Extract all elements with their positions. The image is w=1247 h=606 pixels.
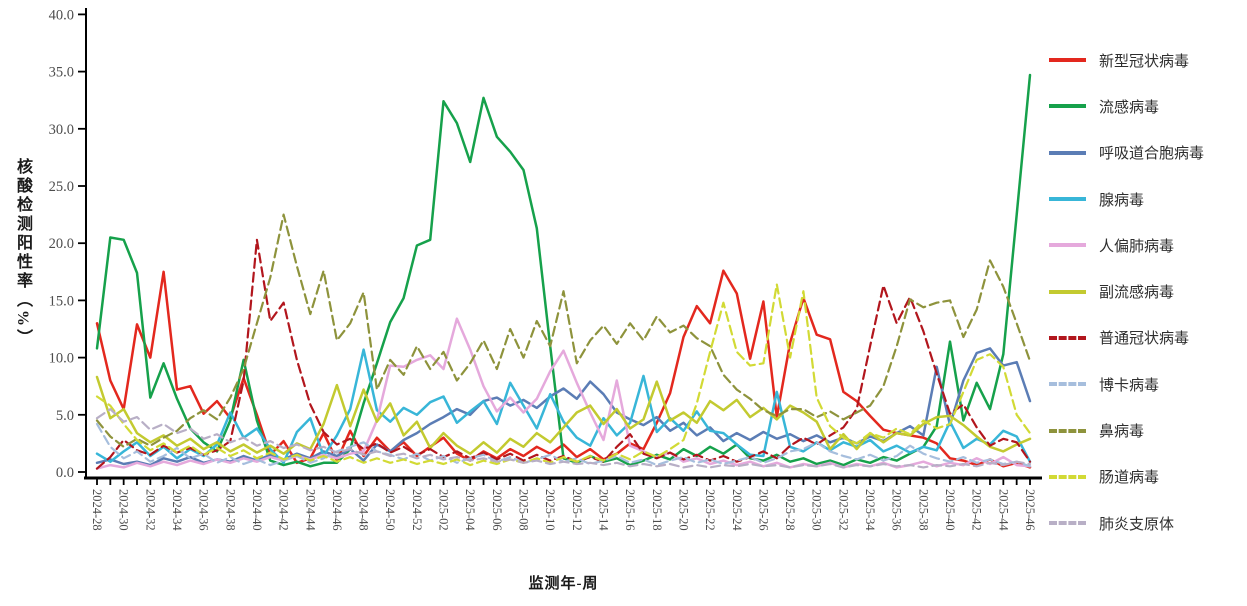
x-tick-label: 2025-44 — [996, 489, 1010, 531]
y-tick-label: 0.0 — [56, 465, 74, 481]
legend-item-2: 呼吸道合胞病毒 — [1049, 130, 1245, 176]
x-tick-label: 2025-02 — [437, 489, 451, 531]
x-tick-label: 2024-38 — [223, 489, 237, 531]
series-line-3 — [95, 348, 1032, 465]
series-line-5 — [95, 375, 1032, 455]
legend-item-9: 肠道病毒 — [1049, 454, 1245, 500]
x-tick-label: 2025-38 — [916, 489, 930, 531]
y-tick-label: 40.0 — [49, 7, 74, 23]
legend-label-0: 新型冠状病毒 — [1099, 53, 1190, 70]
x-tick-label: 2025-28 — [783, 489, 797, 531]
legend-swatch-6 — [1049, 335, 1086, 340]
legend-item-7: 博卡病毒 — [1049, 361, 1245, 407]
x-tick-label: 2024-34 — [170, 489, 184, 531]
x-tick-label: 2025-18 — [650, 489, 664, 531]
legend-swatch-8 — [1049, 428, 1086, 433]
x-tick-label: 2025-06 — [490, 489, 504, 531]
x-tick-label: 2025-30 — [810, 489, 824, 531]
y-tick-label: 15.0 — [49, 293, 74, 309]
legend: 新型冠状病毒 流感病毒呼吸道合胞病毒 腺病毒人偏肺病毒副流感病毒普通冠状病毒 博卡病毒… — [1049, 37, 1245, 546]
legend-label-9: 肠道病毒 — [1099, 470, 1160, 487]
x-tick-label: 2025-22 — [703, 489, 717, 531]
x-tick-label: 2024-40 — [250, 489, 264, 531]
x-tick-label: 2025-10 — [543, 489, 557, 531]
x-tick-label: 2025-08 — [517, 489, 531, 531]
x-tick-label: 2024-30 — [117, 489, 131, 531]
legend-swatch-2 — [1049, 150, 1086, 155]
series-line-10 — [95, 408, 1032, 469]
legend-swatch-9 — [1049, 474, 1086, 479]
x-tick-label: 2025-34 — [863, 489, 877, 531]
legend-swatch-0 — [1049, 58, 1086, 63]
x-tick-label: 2025-04 — [463, 489, 477, 531]
legend-label-7: 博卡病毒 — [1099, 377, 1160, 394]
x-tick-label: 2025-20 — [676, 489, 690, 531]
x-tick-label: 2025-40 — [943, 489, 957, 531]
x-tick-label: 2025-32 — [836, 489, 850, 531]
legend-item-10: 肺炎支原体 — [1049, 500, 1245, 546]
series-line-9 — [95, 283, 1032, 467]
y-axis-title: 核酸检测阳性率（%） — [14, 158, 31, 348]
x-tick-label: 2025-14 — [596, 489, 610, 531]
x-tick-label: 2025-36 — [890, 489, 904, 531]
x-tick-label: 2025-46 — [1023, 489, 1037, 531]
x-tick-label: 2025-12 — [570, 489, 584, 531]
series-line-6 — [95, 238, 1032, 470]
legend-label-1: 流感病毒 — [1099, 99, 1160, 116]
legend-item-5: 副流感病毒 — [1049, 268, 1245, 314]
x-tick-label: 2024-48 — [357, 489, 371, 531]
legend-label-3: 腺病毒 — [1099, 192, 1145, 209]
series-line-8 — [95, 213, 1032, 448]
y-tick-label: 10.0 — [49, 351, 74, 367]
y-tick-label: 5.0 — [56, 408, 74, 424]
legend-item-3: 腺病毒 — [1049, 176, 1245, 222]
x-tick-label: 2024-36 — [197, 489, 211, 531]
legend-swatch-3 — [1049, 197, 1086, 202]
x-tick-label: 2024-50 — [383, 489, 397, 531]
series-line-2 — [95, 347, 1032, 467]
x-tick-label: 2025-16 — [623, 489, 637, 531]
legend-item-4: 人偏肺病毒 — [1049, 222, 1245, 268]
series-line-1 — [95, 73, 1032, 468]
x-tick-label: 2024-42 — [277, 489, 291, 531]
legend-label-4: 人偏肺病毒 — [1099, 238, 1175, 255]
legend-label-6: 普通冠状病毒 — [1099, 331, 1190, 348]
legend-swatch-5 — [1049, 289, 1086, 294]
legend-label-2: 呼吸道合胞病毒 — [1099, 146, 1205, 163]
legend-swatch-1 — [1049, 104, 1086, 109]
legend-item-0: 新型冠状病毒 — [1049, 37, 1245, 83]
x-tick-label: 2024-46 — [330, 489, 344, 531]
legend-label-8: 鼻病毒 — [1099, 424, 1145, 441]
y-tick-label: 35.0 — [49, 65, 74, 81]
x-tick-label: 2024-52 — [410, 489, 424, 531]
x-tick-label: 2024-44 — [303, 489, 317, 531]
x-tick-label: 2024-28 — [90, 489, 104, 531]
legend-item-8: 鼻病毒 — [1049, 407, 1245, 453]
legend-item-1: 流感病毒 — [1049, 83, 1245, 129]
legend-label-10: 肺炎支原体 — [1099, 516, 1175, 533]
legend-label-5: 副流感病毒 — [1099, 285, 1175, 302]
series-line-7 — [95, 422, 1032, 468]
legend-swatch-4 — [1049, 243, 1086, 248]
x-tick-label: 2024-32 — [143, 489, 157, 531]
y-tick-label: 20.0 — [49, 236, 74, 252]
legend-item-6: 普通冠状病毒 — [1049, 315, 1245, 361]
legend-swatch-10 — [1049, 521, 1086, 526]
x-tick-label: 2025-24 — [730, 489, 744, 531]
legend-swatch-7 — [1049, 382, 1086, 387]
x-tick-label: 2025-26 — [756, 489, 770, 531]
y-tick-label: 30.0 — [49, 122, 74, 138]
x-tick-label: 2025-42 — [970, 489, 984, 531]
y-tick-label: 25.0 — [49, 179, 74, 195]
x-axis-title: 监测年-周 — [528, 576, 599, 592]
